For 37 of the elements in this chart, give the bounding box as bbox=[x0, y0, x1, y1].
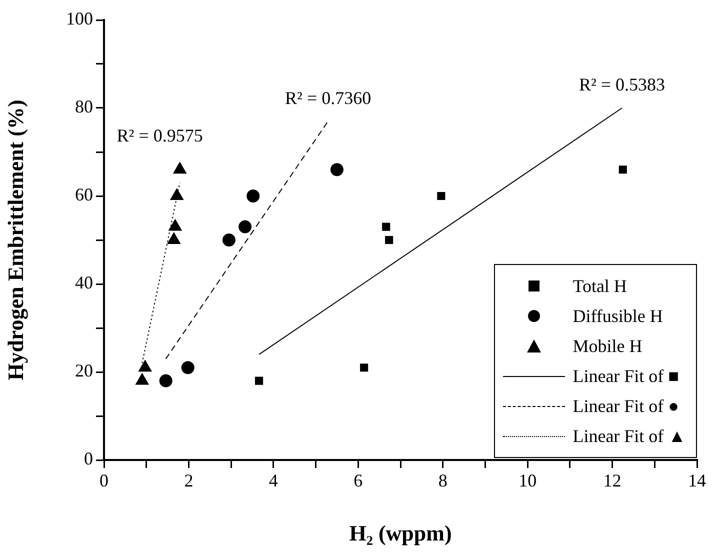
point bbox=[618, 166, 627, 174]
point bbox=[382, 222, 390, 231]
x-tick-label: 10 bbox=[518, 470, 537, 491]
point bbox=[437, 192, 446, 200]
legend-label: Mobile H bbox=[572, 335, 642, 358]
legend-label: Linear Fit of ■ bbox=[572, 365, 680, 388]
point bbox=[238, 220, 252, 234]
legend-label: Total H bbox=[572, 275, 627, 298]
y-tick-label: 60 bbox=[75, 184, 93, 205]
point bbox=[181, 361, 194, 374]
x-tick-label: 4 bbox=[268, 470, 278, 491]
point bbox=[246, 190, 260, 202]
x-tick-label: 0 bbox=[100, 470, 108, 491]
x-tick-label: 8 bbox=[438, 470, 448, 491]
y-tick-label: 20 bbox=[75, 360, 93, 381]
y-tick-label: 0 bbox=[84, 448, 93, 469]
y-axis-title: Hydrogen Embrittlement (%) bbox=[2, 100, 28, 380]
point bbox=[385, 236, 394, 244]
point bbox=[330, 163, 344, 176]
point bbox=[360, 364, 368, 372]
legend-label: Linear Fit of ● bbox=[572, 395, 680, 418]
point bbox=[254, 376, 264, 385]
x-tick-label: 14 bbox=[688, 470, 706, 491]
legend-label: Diffusible H bbox=[572, 305, 663, 328]
y-tick-label: 40 bbox=[75, 272, 93, 293]
x-tick-label: 12 bbox=[603, 470, 622, 491]
y-tick-label: 80 bbox=[75, 96, 93, 117]
annotation: R² = 0.9575 bbox=[116, 126, 203, 146]
point bbox=[222, 234, 236, 246]
x-tick-label: 2 bbox=[184, 470, 194, 491]
annotation: R² = 0.7360 bbox=[285, 88, 372, 108]
x-axis-title: H₂ (wppm) bbox=[349, 520, 452, 546]
point bbox=[159, 374, 172, 388]
annotation: R² = 0.5383 bbox=[578, 74, 666, 95]
y-tick-label: 100 bbox=[66, 8, 93, 29]
x-tick-label: 6 bbox=[354, 470, 363, 491]
legend-label: Linear Fit of ▲ bbox=[572, 425, 686, 448]
